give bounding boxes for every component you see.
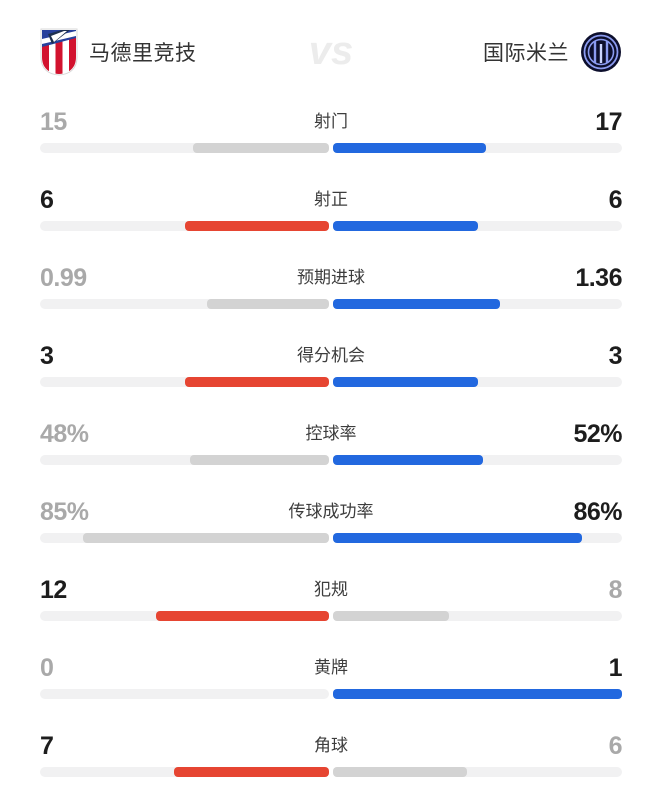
away-value: 1.36 [575,264,622,292]
stat-row: 0.99 预期进球 1.36 [40,254,623,332]
stat-bar [40,143,622,153]
stat-line: 85% 传球成功率 86% [40,498,623,526]
home-bar-track [40,455,329,465]
home-value: 15 [40,108,67,136]
stat-row: 7 角球 6 [40,722,623,800]
home-value: 85% [40,498,89,526]
home-value: 7 [40,732,54,760]
stat-label: 预期进球 [297,268,365,287]
away-value: 17 [595,108,622,136]
home-value: 3 [40,342,54,370]
away-bar-fill [333,533,582,543]
away-team: 国际米兰 [483,31,622,73]
stat-bar [40,533,622,543]
home-bar-fill [193,143,329,153]
home-bar-track [40,689,329,699]
stat-label: 控球率 [305,424,357,443]
stat-label: 传球成功率 [288,502,374,521]
stat-label: 黄牌 [314,658,348,677]
away-bar-track [333,377,622,387]
inter-milan-logo-icon [580,31,622,73]
stat-line: 7 角球 6 [40,732,623,760]
away-bar-fill [333,611,449,621]
away-bar-track [333,455,622,465]
stat-row: 0 黄牌 1 [40,644,623,722]
stat-line: 0.99 预期进球 1.36 [40,264,623,292]
away-team-name: 国际米兰 [483,42,569,65]
home-team-name: 马德里竞技 [89,42,197,65]
away-bar-fill [333,299,501,309]
home-value: 48% [40,420,89,448]
away-bar-fill [333,455,484,465]
away-bar-track [333,611,622,621]
stat-bar [40,455,622,465]
match-header: 马德里竞技 vs 国际米兰 [40,0,622,98]
stat-row: 12 犯规 8 [40,566,623,644]
away-bar-fill [333,377,478,387]
away-value: 52% [573,420,622,448]
stat-line: 0 黄牌 1 [40,654,623,682]
away-bar-fill [333,143,487,153]
stat-bar [40,767,622,777]
home-bar-track [40,299,329,309]
away-value: 1 [608,654,623,682]
stat-bar [40,611,622,621]
stats-list: 15 射门 17 6 射正 6 0. [40,98,623,800]
home-bar-fill [184,377,329,387]
stat-label: 角球 [314,736,348,755]
stat-bar [40,689,622,699]
away-bar-track [333,299,622,309]
away-value: 6 [608,186,623,214]
stat-label: 得分机会 [297,346,365,365]
away-bar-fill [333,767,467,777]
home-value: 6 [40,186,54,214]
away-value: 6 [608,732,623,760]
stat-label: 射正 [314,190,348,209]
home-bar-fill [155,611,329,621]
home-bar-fill [190,455,329,465]
stat-line: 15 射门 17 [40,108,623,136]
stat-row: 6 射正 6 [40,176,623,254]
away-bar-track [333,767,622,777]
atletico-madrid-crest-icon [40,28,78,76]
away-bar-fill [333,221,478,231]
home-bar-track [40,611,329,621]
stat-bar [40,377,622,387]
away-bar-track [333,689,622,699]
away-value: 86% [573,498,622,526]
stat-line: 12 犯规 8 [40,576,623,604]
stat-row: 85% 传球成功率 86% [40,488,623,566]
home-bar-track [40,377,329,387]
home-team: 马德里竞技 [40,28,197,76]
stat-line: 48% 控球率 52% [40,420,623,448]
away-value: 3 [608,342,623,370]
away-bar-track [333,143,622,153]
away-value: 8 [608,576,623,604]
stat-row: 48% 控球率 52% [40,410,623,488]
stat-row: 15 射门 17 [40,98,623,176]
home-bar-track [40,143,329,153]
home-value: 0.99 [40,264,87,292]
away-bar-track [333,533,622,543]
home-value: 12 [40,576,67,604]
home-bar-fill [207,299,329,309]
home-bar-fill [83,533,329,543]
home-value: 0 [40,654,54,682]
stat-line: 3 得分机会 3 [40,342,623,370]
vs-watermark: vs [308,29,354,74]
away-bar-track [333,221,622,231]
stat-label: 犯规 [314,580,348,599]
away-bar-fill [333,689,622,699]
stat-bar [40,221,622,231]
stat-line: 6 射正 6 [40,186,623,214]
home-bar-fill [173,767,329,777]
home-bar-fill [184,221,329,231]
stat-bar [40,299,622,309]
stat-label: 射门 [314,112,348,131]
home-bar-track [40,221,329,231]
stat-row: 3 得分机会 3 [40,332,623,410]
home-bar-track [40,767,329,777]
home-bar-track [40,533,329,543]
